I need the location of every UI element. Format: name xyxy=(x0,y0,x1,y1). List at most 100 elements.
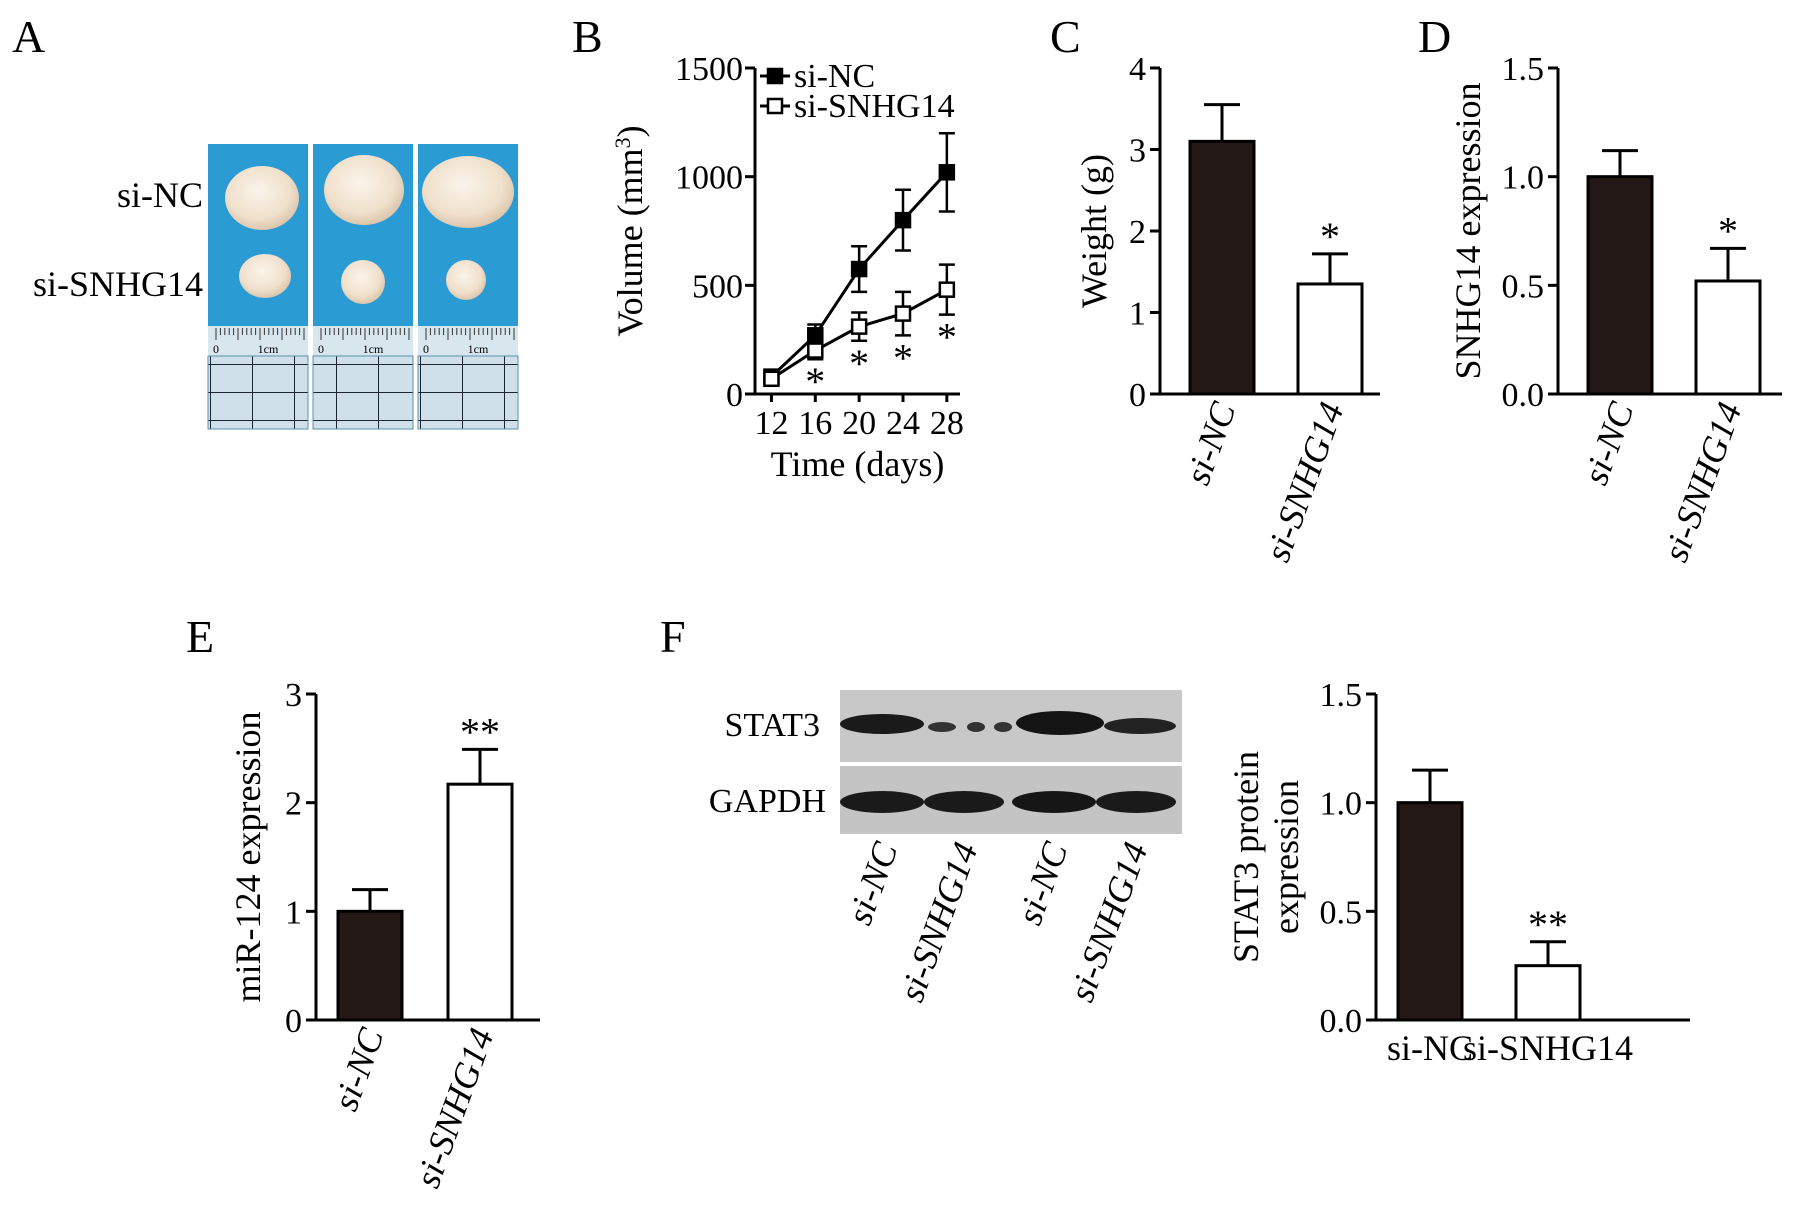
y-tick-label: 0 xyxy=(285,1003,302,1040)
legend-marker xyxy=(766,67,784,85)
y-axis-title: Weight (g) xyxy=(1074,154,1114,308)
blot-label-gapdh: GAPDH xyxy=(709,783,826,820)
legend-marker xyxy=(766,97,784,115)
significance-marker: * xyxy=(1718,208,1738,253)
y-tick-label: 1 xyxy=(1129,296,1146,333)
significance-marker: * xyxy=(849,341,869,386)
gapdh-band-1 xyxy=(840,791,924,813)
ruler-mark-cm: 1cm xyxy=(468,342,489,356)
panel-letter-e: E xyxy=(186,611,214,662)
y-tick-label: 1000 xyxy=(675,160,743,197)
data-point xyxy=(763,370,780,388)
y-tick-label: 1 xyxy=(285,894,302,931)
gapdh-band-4 xyxy=(1096,791,1176,813)
x-tick-label: 28 xyxy=(930,405,964,442)
x-tick-label: 16 xyxy=(798,405,832,442)
stat3-band-3 xyxy=(1016,711,1104,735)
grid-paper-1 xyxy=(208,356,308,429)
legend-entry: si-NC xyxy=(794,58,875,95)
stat3-band-2c xyxy=(994,722,1012,732)
tumor-si-snhg14-1 xyxy=(239,254,291,298)
y-axis-title: Volume (mm3) xyxy=(610,125,650,336)
y-tick-label: 2 xyxy=(1129,214,1146,251)
tumor-si-nc-1 xyxy=(225,166,299,230)
stat3-band-4 xyxy=(1104,718,1176,734)
panel-letter-d: D xyxy=(1418,11,1451,62)
panel-letter-c: C xyxy=(1050,11,1081,62)
category-label: si-SNHG14 xyxy=(1655,397,1749,567)
bar-si-snhg14 xyxy=(446,782,514,1022)
y-tick-label: 3 xyxy=(1129,133,1146,170)
bar-si-nc xyxy=(1188,139,1256,396)
category-label: si-SNHG14 xyxy=(1257,397,1351,567)
panel-letter-b: B xyxy=(572,11,603,62)
tumor-photo: si-NC si-SNHG14 0 1cm 0 1cm 0 1cm xyxy=(33,144,519,430)
significance-marker: ** xyxy=(460,709,500,754)
stat3-protein-bar-chart: 0.0 0.5 1.0 1.5 si-NC ** si-SNHG14 STAT3 protei… xyxy=(1226,677,1690,1068)
category-label: si-NC xyxy=(325,1022,392,1116)
category-label: si-SNHG14 xyxy=(1463,1028,1633,1068)
photo-row-label-si-nc: si-NC xyxy=(117,175,203,215)
tumor-si-nc-3 xyxy=(422,156,514,228)
y-tick-label: 0 xyxy=(726,377,743,414)
stat3-band-2b xyxy=(967,722,985,732)
significance-marker: * xyxy=(893,335,913,380)
x-tick-label: 12 xyxy=(754,405,788,442)
data-point xyxy=(807,342,824,359)
data-point xyxy=(850,260,868,278)
ruler-mark-zero: 0 xyxy=(423,342,429,356)
y-tick-label: 0 xyxy=(1129,377,1146,414)
category-label: si-NC xyxy=(1387,1028,1473,1068)
blot-lane-label-4: si-SNHG14 xyxy=(1061,837,1155,1007)
grid-paper-border-1 xyxy=(207,355,309,430)
y-tick-label: 4 xyxy=(1129,51,1146,88)
snhg14-expression-bar-chart: 0.0 0.5 1.0 1.5 si-NC * si-SNHG14 SNHG14 expres… xyxy=(1448,51,1782,567)
y-tick-label: 1500 xyxy=(675,51,743,88)
category-label: si-SNHG14 xyxy=(407,1023,501,1193)
panel-letter-f: F xyxy=(660,611,686,662)
tumor-si-snhg14-3 xyxy=(446,260,486,300)
data-point xyxy=(850,318,868,335)
grid-paper-2 xyxy=(313,356,413,429)
x-tick-label: 20 xyxy=(842,405,876,442)
ruler-mark-zero: 0 xyxy=(318,342,324,356)
photo-row-label-si-snhg14: si-SNHG14 xyxy=(33,264,203,304)
significance-marker: * xyxy=(1320,214,1340,259)
blot-lane-label-1: si-NC xyxy=(839,836,906,930)
blot-label-stat3: STAT3 xyxy=(724,707,820,744)
ruler-mark-zero: 0 xyxy=(213,342,219,356)
bar-si-nc xyxy=(1396,801,1464,1022)
data-point xyxy=(807,327,824,344)
y-axis-title-line: STAT3 protein xyxy=(1226,751,1266,963)
weight-bar-chart: 0 1 2 3 4 si-NC * si-SNHG14 Weight (g) xyxy=(1074,51,1380,567)
data-point xyxy=(894,211,912,229)
grid-paper-border-2 xyxy=(312,355,414,430)
bar-si-nc xyxy=(1586,175,1654,396)
blot-lane-label-3: si-NC xyxy=(1009,836,1076,930)
y-tick-label: 0.5 xyxy=(1502,268,1545,305)
y-axis-title-line: expression xyxy=(1266,780,1306,934)
x-tick-label: 24 xyxy=(886,405,920,442)
y-tick-label: 1.0 xyxy=(1502,160,1545,197)
y-tick-label: 500 xyxy=(692,268,743,305)
ruler-mark-cm: 1cm xyxy=(258,342,279,356)
gapdh-band-3 xyxy=(1012,791,1096,813)
tumor-si-snhg14-2 xyxy=(341,260,385,304)
y-tick-label: 0.0 xyxy=(1320,1003,1363,1040)
y-tick-label: 1.5 xyxy=(1502,51,1545,88)
x-axis-title: Time (days) xyxy=(771,444,945,484)
data-point xyxy=(938,281,956,298)
category-label: si-NC xyxy=(1177,396,1244,490)
grid-paper-3 xyxy=(418,356,518,429)
y-tick-label: 1.0 xyxy=(1320,786,1363,823)
gapdh-band-2 xyxy=(924,791,1004,813)
bar-si-snhg14 xyxy=(1296,282,1364,396)
y-tick-label: 0.0 xyxy=(1502,377,1545,414)
tumor-si-nc-2 xyxy=(324,155,404,225)
category-label: si-NC xyxy=(1575,396,1642,490)
stat3-band-2a xyxy=(928,722,956,732)
data-point xyxy=(938,164,956,181)
bar-si-snhg14 xyxy=(1514,964,1582,1022)
